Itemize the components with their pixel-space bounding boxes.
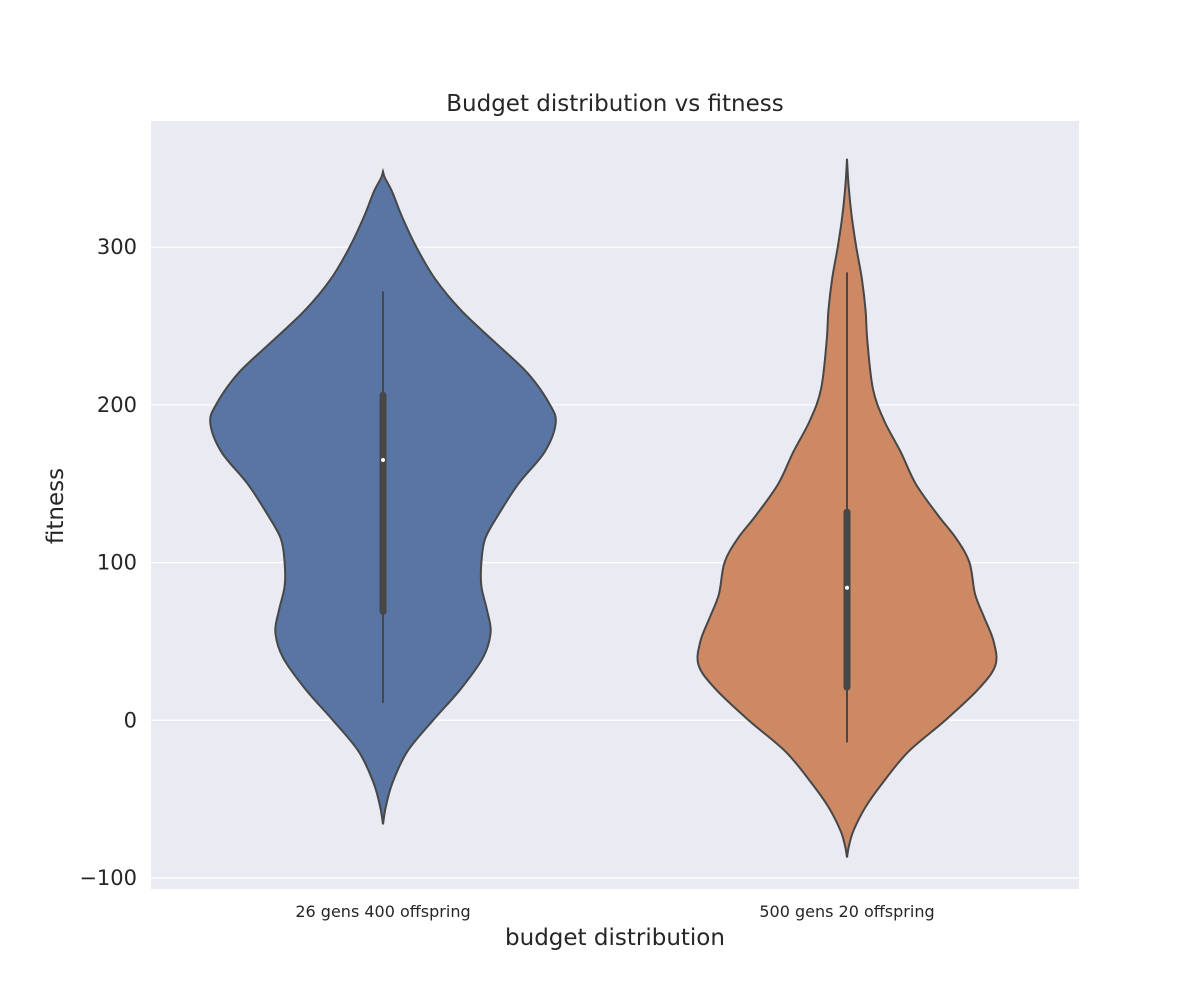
x-axis-label: budget distribution <box>505 925 725 951</box>
median-point <box>381 458 385 463</box>
violin-1 <box>209 167 557 825</box>
y-tick-label: −100 <box>79 866 137 890</box>
x-tick-labels: 26 gens 400 offspring 500 gens 20 offspri… <box>295 902 934 921</box>
y-tick-label: 100 <box>97 551 137 575</box>
y-tick-label: 200 <box>97 393 137 417</box>
violins <box>209 158 998 858</box>
y-axis-label: fitness <box>43 468 69 544</box>
median-point <box>845 585 849 590</box>
y-tick-labels: −100 0 100 200 300 <box>79 235 137 890</box>
violin-2 <box>696 158 998 858</box>
y-tick-label: 300 <box>97 235 137 259</box>
chart-title: Budget distribution vs fitness <box>446 91 784 117</box>
x-tick-label: 500 gens 20 offspring <box>759 902 934 921</box>
x-tick-label: 26 gens 400 offspring <box>295 902 470 921</box>
y-tick-label: 0 <box>124 708 137 732</box>
